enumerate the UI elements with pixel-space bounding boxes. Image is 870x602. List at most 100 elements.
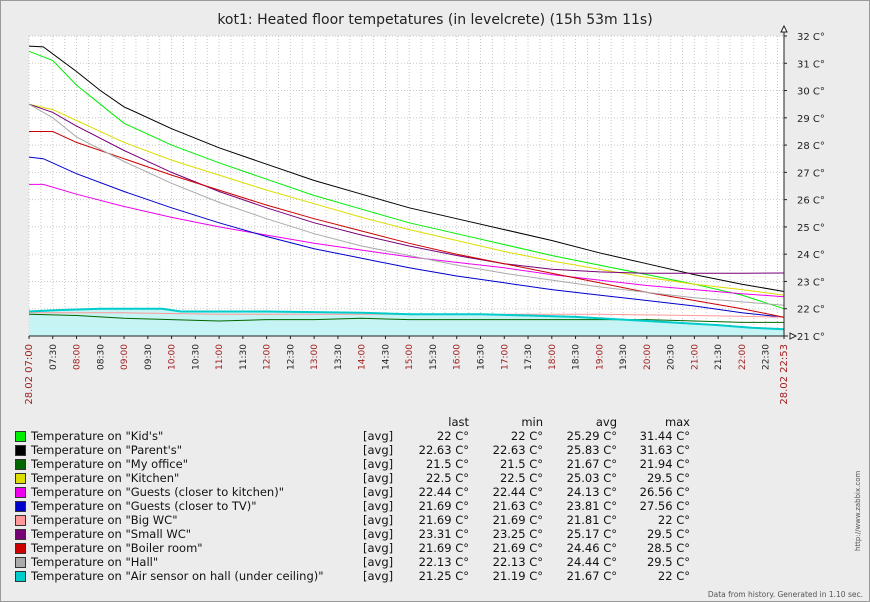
x-tick-label: 21:00 — [690, 344, 700, 370]
y-tick-label: 27 C° — [797, 168, 825, 179]
x-tick-label: 15:00 — [405, 344, 415, 370]
legend-swatch — [15, 557, 26, 568]
legend-max: 28.5 C° — [646, 541, 690, 555]
x-tick-label: 21:30 — [714, 344, 724, 370]
legend-last: 21.25 C° — [418, 569, 469, 583]
legend-header-min: min — [521, 415, 543, 429]
x-tick-label: 10:30 — [191, 344, 201, 370]
legend-name: Temperature on "Kitchen" — [31, 471, 180, 485]
legend-function: [avg] — [363, 471, 394, 485]
legend-avg: 21.67 C° — [566, 457, 617, 471]
series-line-7 — [28, 103, 785, 274]
legend-function: [avg] — [363, 569, 394, 583]
x-tick-label: 20:00 — [643, 344, 653, 370]
legend-swatch — [15, 543, 26, 554]
legend-avg: 24.13 C° — [566, 485, 617, 499]
x-tick-label: 18:30 — [572, 344, 582, 370]
y-tick-label: 29 C° — [797, 114, 825, 125]
series-line-10 — [28, 307, 785, 331]
legend-min: 22 C° — [510, 429, 543, 443]
x-tick-label: 14:00 — [358, 344, 368, 370]
legend-avg: 25.17 C° — [566, 527, 617, 541]
legend-header-last: last — [448, 415, 469, 429]
y-tick-label: 25 C° — [797, 223, 825, 234]
legend-function: [avg] — [363, 555, 394, 569]
x-tick-label: 20:30 — [667, 344, 677, 370]
chart-title: kot1: Heated floor tempetatures (in leve… — [217, 12, 652, 28]
legend-last: 21.69 C° — [418, 499, 469, 513]
x-tick-label: 16:30 — [476, 344, 486, 370]
legend-header-max: max — [664, 415, 690, 429]
legend-name: Temperature on "Guests (closer to kitche… — [31, 485, 284, 499]
x-tick-label: 13:00 — [310, 344, 320, 370]
y-axis-arrow — [780, 24, 788, 33]
legend-name: Temperature on "Hall" — [31, 555, 159, 569]
legend-swatch — [15, 487, 26, 498]
footer-text: Data from history. Generated in 1.10 sec… — [708, 590, 863, 599]
legend-avg: 23.81 C° — [566, 499, 617, 513]
legend-name: Temperature on "Small WC" — [31, 527, 192, 541]
legend-last: 22.63 C° — [418, 443, 469, 457]
legend-avg: 24.46 C° — [566, 541, 617, 555]
y-tick-label: 28 C° — [797, 141, 825, 152]
series-line-3 — [28, 103, 785, 296]
legend-swatch — [15, 473, 26, 484]
legend-last: 23.31 C° — [418, 527, 469, 541]
legend-min: 21.19 C° — [492, 569, 543, 583]
legend-avg: 25.03 C° — [566, 471, 617, 485]
legend-min: 21.69 C° — [492, 513, 543, 527]
legend-last: 22.5 C° — [425, 471, 469, 485]
legend-function: [avg] — [363, 541, 394, 555]
legend-min: 21.63 C° — [492, 499, 543, 513]
y-tick-label: 32 C° — [797, 32, 825, 43]
x-tick-label: 11:30 — [239, 344, 249, 370]
legend-avg: 25.83 C° — [566, 443, 617, 457]
series-line-2 — [28, 313, 784, 323]
x-tick-label: 19:30 — [619, 344, 629, 370]
y-tick-label: 31 C° — [797, 59, 825, 70]
side-url-text: http://www.zabbix.com — [854, 471, 862, 551]
legend-max: 22 C° — [657, 513, 690, 527]
x-tick-label: 18:00 — [548, 344, 558, 370]
x-tick-label: 14:30 — [381, 344, 391, 370]
x-tick-label: 22:00 — [738, 344, 748, 370]
x-tick-label: 12:00 — [263, 344, 273, 370]
x-tick-label: 10:00 — [168, 344, 178, 370]
x-tick-label: 28.02 07:00 — [24, 344, 35, 405]
legend-function: [avg] — [363, 457, 394, 471]
legend-min: 22.5 C° — [499, 471, 543, 485]
legend-name: Temperature on "Kid's" — [31, 429, 164, 443]
x-tick-label: 16:00 — [453, 344, 463, 370]
legend-swatch — [15, 501, 26, 512]
series-line-4 — [29, 183, 785, 298]
legend-name: Temperature on "Boiler room" — [31, 541, 203, 555]
legend-function: [avg] — [363, 499, 394, 513]
legend-max: 31.44 C° — [639, 429, 690, 443]
legend-max: 21.94 C° — [639, 457, 690, 471]
y-tick-label: 22 C° — [797, 305, 825, 316]
x-tick-label: 07:30 — [49, 344, 59, 370]
series-area-air-sensor — [29, 308, 784, 336]
x-tick-label: 09:30 — [144, 344, 154, 370]
legend-swatch — [15, 431, 26, 442]
legend-name: Temperature on "Air sensor on hall (unde… — [31, 569, 324, 583]
legend-min: 22.13 C° — [492, 555, 543, 569]
y-tick-label: 26 C° — [797, 196, 825, 207]
legend-max: 29.5 C° — [646, 527, 690, 541]
legend-function: [avg] — [363, 513, 394, 527]
legend-min: 22.63 C° — [492, 443, 543, 457]
legend-max: 29.5 C° — [646, 555, 690, 569]
series-line-0 — [28, 50, 785, 310]
legend-function: [avg] — [363, 429, 394, 443]
legend-min: 21.5 C° — [499, 457, 543, 471]
legend-min: 23.25 C° — [492, 527, 543, 541]
x-tick-label: 13:30 — [334, 344, 344, 370]
legend-function: [avg] — [363, 443, 394, 457]
legend-function: [avg] — [363, 527, 394, 541]
legend-name: Temperature on "Guests (closer to TV)" — [31, 499, 257, 513]
legend-swatch — [15, 445, 26, 456]
legend-function: [avg] — [363, 485, 394, 499]
legend-name: Temperature on "Big WC" — [31, 513, 178, 527]
legend-last: 22.13 C° — [418, 555, 469, 569]
x-axis-arrow — [789, 332, 798, 340]
